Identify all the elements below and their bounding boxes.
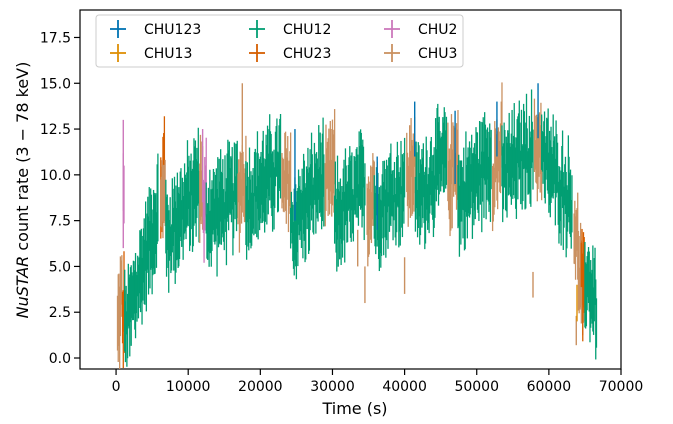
x-axis: 0 10000 20000 30000 40000 50000 60000 70000 — [112, 369, 644, 395]
legend-item: CHU2 — [384, 20, 457, 38]
legend-entries: CHU123 CHU13 CHU12 CHU23 CHU2 CHU3 — [110, 20, 457, 62]
y-axis-label-instrument: NuSTAR — [13, 256, 32, 319]
y-tick-label: 2.5 — [49, 305, 71, 321]
legend-label: CHU12 — [283, 22, 331, 38]
legend-item: CHU3 — [384, 44, 457, 62]
y-tick-label: 10.0 — [40, 168, 71, 184]
x-tick-label: 60000 — [527, 379, 572, 395]
y-axis: 0.0 2.5 5.0 7.5 10.0 12.5 15.0 17.5 — [40, 30, 80, 367]
y-tick-label: 15.0 — [40, 76, 71, 92]
x-tick-label: 0 — [112, 379, 121, 395]
plot-area — [79, 9, 622, 370]
plot-frame — [79, 9, 622, 370]
legend-label: CHU3 — [418, 46, 457, 62]
legend-label: CHU13 — [144, 46, 192, 62]
x-tick-label: 10000 — [166, 379, 211, 395]
legend-label: CHU23 — [283, 46, 331, 62]
y-tick-label: 0.0 — [49, 351, 71, 367]
legend-item: CHU12 — [249, 20, 331, 38]
y-axis-label-unit: count rate (3 − 78 keV) — [13, 62, 32, 256]
y-tick-label: 17.5 — [40, 30, 71, 46]
x-tick-label: 20000 — [238, 379, 283, 395]
data-layer — [116, 82, 598, 369]
x-tick-label: 40000 — [382, 379, 427, 395]
x-axis-label: Time (s) — [321, 399, 387, 418]
legend-item: CHU23 — [249, 44, 331, 62]
legend-label: CHU123 — [144, 22, 201, 38]
legend: CHU123 CHU13 CHU12 CHU23 CHU2 CHU3 — [95, 14, 464, 68]
y-tick-label: 7.5 — [49, 214, 71, 230]
x-tick-label: 30000 — [310, 379, 355, 395]
y-tick-label: 12.5 — [40, 122, 71, 138]
y-tick-label: 5.0 — [49, 259, 71, 275]
x-tick-label: 70000 — [599, 379, 644, 395]
legend-item: CHU13 — [110, 44, 192, 62]
legend-box — [95, 14, 464, 68]
y-axis-label: NuSTAR count rate (3 − 78 keV) — [13, 62, 32, 319]
legend-item: CHU123 — [110, 20, 201, 38]
x-tick-label: 50000 — [454, 379, 499, 395]
legend-label: CHU2 — [418, 22, 457, 38]
